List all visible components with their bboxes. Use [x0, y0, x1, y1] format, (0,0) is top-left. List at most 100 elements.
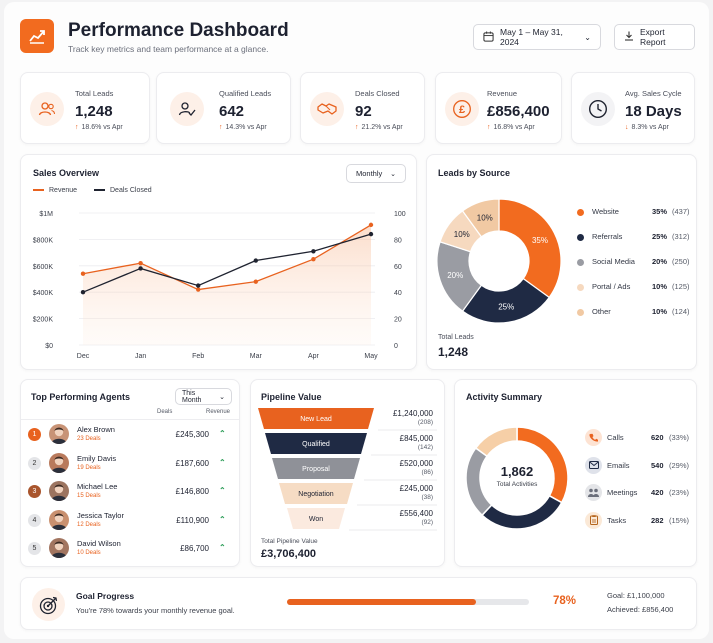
goal-title: Goal Progress	[76, 591, 135, 601]
date-range-picker[interactable]: May 1 – May 31, 2024 ⌄	[473, 24, 601, 50]
download-icon	[624, 31, 634, 43]
kpi-label: Avg. Sales Cycle	[625, 89, 682, 98]
legend-dot	[577, 259, 584, 266]
agent-row[interactable]: 5 David Wilson 10 Deals £86,700 ⌃	[21, 535, 236, 563]
source-count: (124)	[672, 307, 690, 316]
avatar	[49, 538, 69, 558]
y-left-tick-label: $1M	[39, 211, 53, 218]
y-right-tick-label: 80	[394, 237, 402, 244]
legend-dot	[577, 209, 584, 216]
deals-point	[138, 266, 143, 271]
rank-badge: 1	[28, 428, 41, 441]
clock-icon	[581, 92, 615, 126]
target-icon	[32, 588, 65, 621]
source-slice-label: 25%	[498, 302, 514, 311]
arrow-up-icon: ↑	[487, 124, 491, 131]
source-legend-row: Website 35% (437)	[577, 207, 690, 219]
source-slice-label: 35%	[532, 236, 548, 245]
date-range-label: May 1 – May 31, 2024	[500, 27, 563, 47]
agent-revenue: £86,700	[180, 544, 209, 553]
period-select[interactable]: Monthly ⌄	[346, 164, 406, 183]
rank-badge: 5	[28, 542, 41, 555]
kpi-label: Revenue	[487, 89, 518, 98]
activity-label: Calls	[607, 433, 624, 442]
activity-value: 420	[651, 488, 664, 497]
y-left-tick-label: $0	[45, 343, 53, 350]
source-label: Website	[592, 207, 619, 216]
source-label: Referrals	[592, 232, 623, 241]
trend-up-icon: ⌃	[219, 514, 226, 524]
agent-deals: 10 Deals	[77, 550, 101, 556]
agent-row[interactable]: 4 Jessica Taylor 12 Deals £110,900 ⌃	[21, 507, 236, 535]
card-title: Pipeline Value	[261, 392, 322, 402]
kpi-value: 642	[219, 103, 245, 120]
legend-swatch	[33, 189, 44, 192]
agent-row[interactable]: 2 Emily Davis 19 Deals £187,600 ⌃	[21, 450, 236, 478]
deals-point	[368, 231, 374, 237]
export-report-button[interactable]: Export Report	[614, 24, 695, 50]
x-tick-label: May	[364, 353, 378, 360]
pipeline-total-label: Total Pipeline Value	[261, 538, 318, 545]
activity-value: 620	[651, 433, 664, 442]
kpi-value: 18 Days	[625, 103, 682, 120]
clipboard-icon	[585, 511, 602, 529]
agents-list: 1 Alex Brown 23 Deals £245,300 ⌃ 2 Emily Davis…	[21, 420, 239, 565]
funnel-count: (142)	[417, 444, 433, 451]
revenue-point	[253, 279, 258, 284]
source-slice-label: 10%	[477, 213, 493, 222]
agent-revenue: £245,300	[175, 430, 209, 439]
arrow-down-icon: ↓	[625, 124, 629, 131]
dashboard-page: Performance Dashboard Track key metrics …	[4, 2, 709, 639]
source-slice	[498, 198, 562, 299]
funnel-stage-label: Proposal	[302, 466, 330, 473]
avatar	[49, 424, 69, 444]
y-left-tick-label: $600K	[33, 264, 54, 271]
agent-row[interactable]: 3 Michael Lee 15 Deals £146,800 ⌃	[21, 478, 236, 506]
kpi-card-deals-closed: Deals Closed 92 ↑ 21.2% vs Apr	[300, 72, 425, 144]
deals-point	[311, 249, 316, 254]
sales-overview-card: Sales Overview Monthly ⌄ Revenue Deals C…	[20, 154, 417, 370]
avatar	[49, 452, 69, 473]
funnel-count: (38)	[421, 494, 433, 501]
funnel-stage-label: Qualified	[302, 441, 330, 448]
card-title: Sales Overview	[33, 168, 100, 178]
activity-percent: (15%)	[669, 515, 690, 525]
kpi-value: 1,248	[75, 103, 113, 120]
activity-percent: (33%)	[669, 433, 690, 442]
legend-swatch	[94, 189, 105, 192]
kpi-card-sales-cycle: Avg. Sales Cycle 18 Days ↓ 8.3% vs Apr	[571, 72, 695, 144]
funnel-stage	[265, 433, 367, 454]
handshake-icon	[310, 92, 344, 126]
export-label: Export Report	[640, 27, 666, 47]
source-legend-row: Other 10% (124)	[577, 307, 690, 319]
kpi-value: 92	[355, 103, 372, 120]
agent-deals: 19 Deals	[77, 464, 101, 471]
activity-slice	[481, 494, 563, 530]
revenue-point	[368, 222, 374, 228]
kpi-card-revenue: £ Revenue £856,400 ↑ 16.8% vs Apr	[435, 72, 562, 144]
users-icon	[30, 92, 64, 126]
calendar-icon	[483, 30, 494, 44]
avatar	[49, 509, 69, 530]
agents-period-select[interactable]: This Month ⌄	[175, 388, 232, 405]
y-right-tick-label: 20	[394, 317, 402, 324]
funnel-stage-label: New Lead	[300, 416, 332, 423]
agent-deals: 15 Deals	[77, 493, 101, 499]
source-legend-row: Referrals 25% (312)	[577, 232, 690, 244]
x-tick-label: Mar	[250, 353, 263, 360]
funnel-value: £556,400	[399, 509, 433, 518]
col-deals-header: Deals	[157, 409, 173, 415]
kpi-change: ↑ 21.2% vs Apr	[355, 124, 403, 131]
agent-name: Jessica Taylor	[77, 510, 124, 520]
legend-revenue: Revenue	[33, 187, 77, 194]
deals-point	[80, 290, 86, 295]
logo-icon	[20, 19, 54, 53]
funnel-value: £845,000	[399, 434, 433, 443]
funnel-count: (92)	[421, 519, 433, 526]
source-label: Other	[592, 307, 611, 316]
kpi-change: ↑ 18.6% vs Apr	[75, 124, 123, 131]
kpi-change: ↑ 16.8% vs Apr	[487, 124, 535, 131]
source-slice-label: 20%	[447, 271, 463, 280]
agent-name: Alex Brown	[77, 425, 115, 434]
agent-row[interactable]: 1 Alex Brown 23 Deals £245,300 ⌃	[21, 421, 236, 449]
